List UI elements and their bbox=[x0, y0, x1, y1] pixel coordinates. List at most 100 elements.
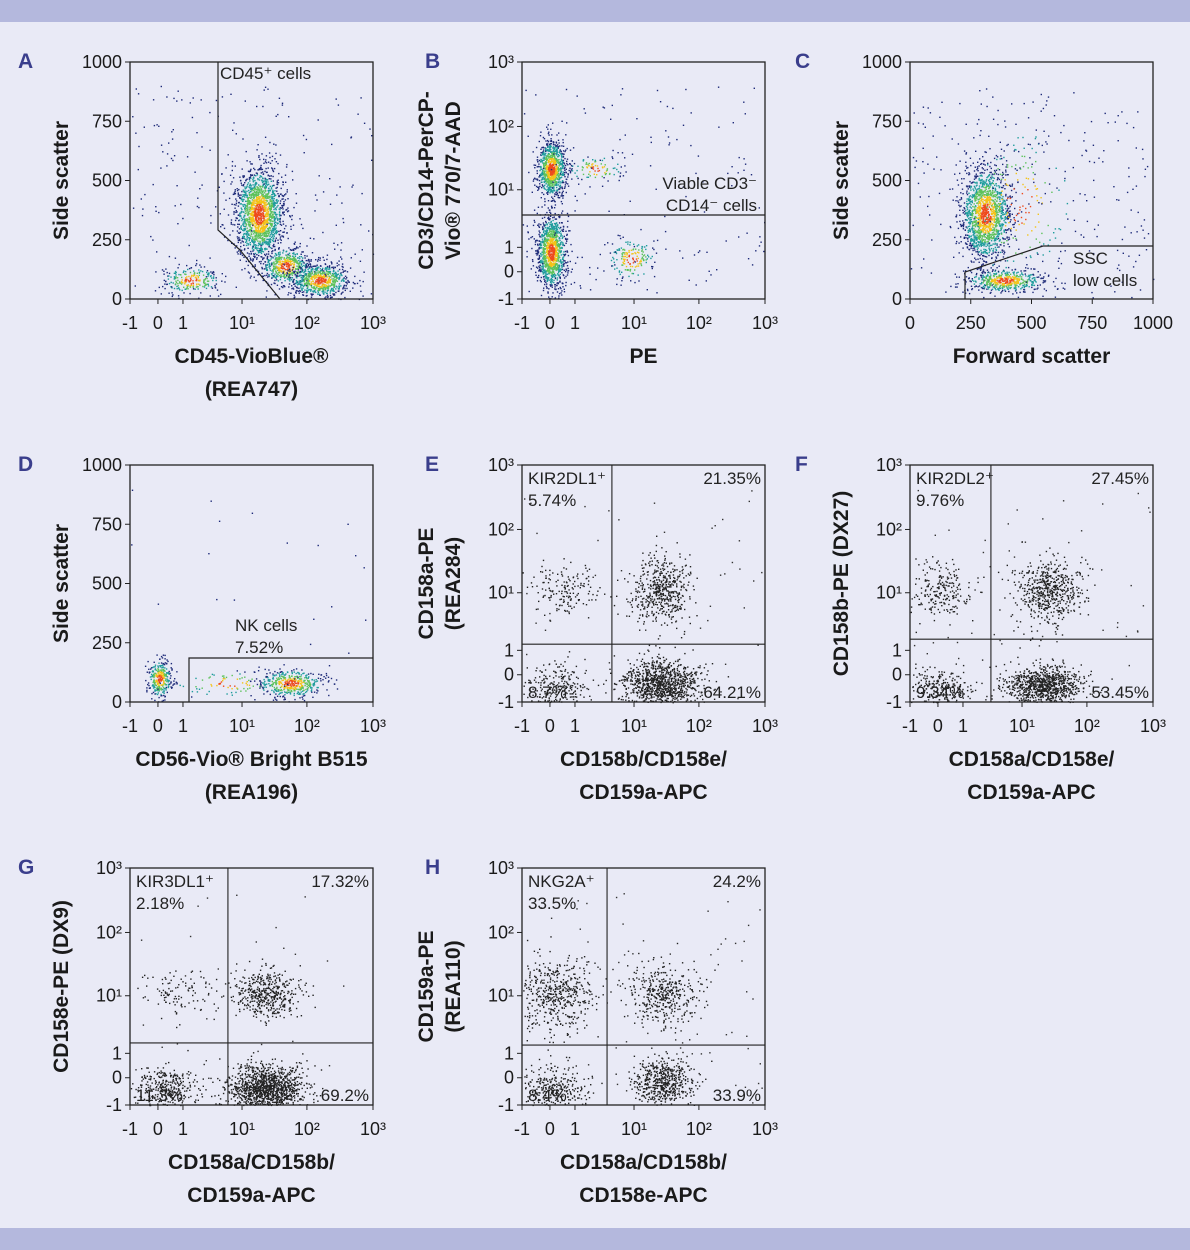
event-dot bbox=[267, 212, 270, 214]
event-dot bbox=[249, 219, 251, 221]
event-dot bbox=[312, 282, 314, 285]
event-dot bbox=[305, 266, 307, 268]
event-dot bbox=[274, 268, 276, 270]
event-dot bbox=[262, 257, 264, 259]
event-dot bbox=[280, 270, 283, 272]
event-dot bbox=[544, 204, 546, 206]
event-dot bbox=[250, 220, 252, 222]
event-dot bbox=[257, 144, 259, 146]
event-dot bbox=[251, 174, 253, 176]
event-dot bbox=[274, 258, 276, 261]
event-dot bbox=[233, 213, 235, 215]
event-dot bbox=[555, 266, 557, 269]
event-dot bbox=[273, 243, 275, 246]
event-dot bbox=[204, 284, 206, 287]
event-dot bbox=[255, 227, 257, 229]
event-dot bbox=[184, 280, 186, 282]
y-axis-label: Side scatter bbox=[50, 121, 73, 240]
event-dot bbox=[546, 179, 548, 181]
event-dot bbox=[550, 200, 553, 202]
event-dot bbox=[541, 171, 543, 173]
event-dot bbox=[268, 245, 271, 247]
event-dot bbox=[547, 265, 550, 267]
event-dot bbox=[267, 88, 269, 90]
event-dot bbox=[267, 193, 269, 195]
event-dot bbox=[288, 258, 291, 260]
event-dot bbox=[271, 277, 273, 279]
event-dot bbox=[264, 261, 267, 263]
event-dot bbox=[261, 194, 263, 196]
event-dot bbox=[271, 252, 273, 255]
event-dot bbox=[274, 211, 277, 214]
event-dot bbox=[321, 271, 324, 273]
event-dot bbox=[562, 141, 564, 144]
event-dot bbox=[263, 201, 265, 204]
event-dot bbox=[286, 208, 288, 211]
event-dot bbox=[245, 205, 247, 207]
event-dot bbox=[196, 259, 198, 262]
event-dot bbox=[553, 149, 555, 151]
event-dot bbox=[255, 172, 258, 174]
event-dot bbox=[552, 179, 555, 181]
event-dot bbox=[556, 226, 558, 228]
event-dot bbox=[550, 140, 552, 142]
event-dot bbox=[266, 203, 268, 205]
event-dot bbox=[548, 222, 550, 224]
event-dot bbox=[182, 271, 185, 274]
event-dot bbox=[258, 179, 261, 181]
event-dot bbox=[286, 264, 288, 266]
event-dot bbox=[190, 283, 192, 285]
event-dot bbox=[559, 163, 561, 165]
event-dot bbox=[195, 277, 198, 279]
event-dot bbox=[565, 181, 567, 183]
event-dot bbox=[280, 193, 282, 195]
event-dot bbox=[258, 222, 261, 224]
event-dot bbox=[209, 295, 211, 297]
event-dot bbox=[556, 257, 558, 260]
event-dot bbox=[150, 235, 152, 238]
event-dot bbox=[545, 285, 548, 288]
event-dot bbox=[556, 178, 558, 181]
event-dot bbox=[249, 210, 251, 212]
event-dot bbox=[550, 212, 552, 214]
event-dot bbox=[275, 271, 277, 273]
event-dot bbox=[245, 222, 247, 225]
event-dot bbox=[317, 279, 319, 281]
event-dot bbox=[534, 241, 537, 243]
event-dot bbox=[247, 202, 249, 205]
event-dot bbox=[330, 284, 333, 287]
event-dot bbox=[269, 220, 271, 222]
event-dot bbox=[256, 223, 259, 225]
event-dot bbox=[265, 234, 267, 236]
event-dot bbox=[283, 231, 285, 233]
event-dot bbox=[554, 160, 557, 162]
event-dot bbox=[562, 145, 565, 147]
event-dot bbox=[293, 259, 295, 261]
event-dot bbox=[181, 99, 183, 101]
event-dot bbox=[198, 297, 200, 299]
event-dot bbox=[550, 151, 553, 153]
event-dot bbox=[332, 293, 334, 295]
event-dot bbox=[347, 281, 350, 283]
event-dot bbox=[316, 286, 318, 288]
event-dot bbox=[260, 246, 262, 249]
event-dot bbox=[270, 188, 273, 190]
event-dot bbox=[555, 191, 557, 194]
event-dot bbox=[540, 152, 542, 154]
event-dot bbox=[272, 169, 274, 172]
event-dot bbox=[561, 265, 563, 268]
event-dot bbox=[319, 274, 321, 277]
event-dot bbox=[344, 287, 346, 290]
event-dot bbox=[291, 277, 293, 279]
event-dot bbox=[257, 203, 259, 206]
event-dot bbox=[557, 269, 559, 271]
event-dot bbox=[549, 230, 551, 232]
event-dot bbox=[260, 251, 262, 253]
event-dot bbox=[237, 241, 239, 244]
event-dot bbox=[540, 242, 542, 244]
event-dot bbox=[239, 239, 241, 241]
event-dot bbox=[279, 215, 281, 217]
event-dot bbox=[310, 285, 313, 287]
event-dot bbox=[292, 266, 294, 269]
